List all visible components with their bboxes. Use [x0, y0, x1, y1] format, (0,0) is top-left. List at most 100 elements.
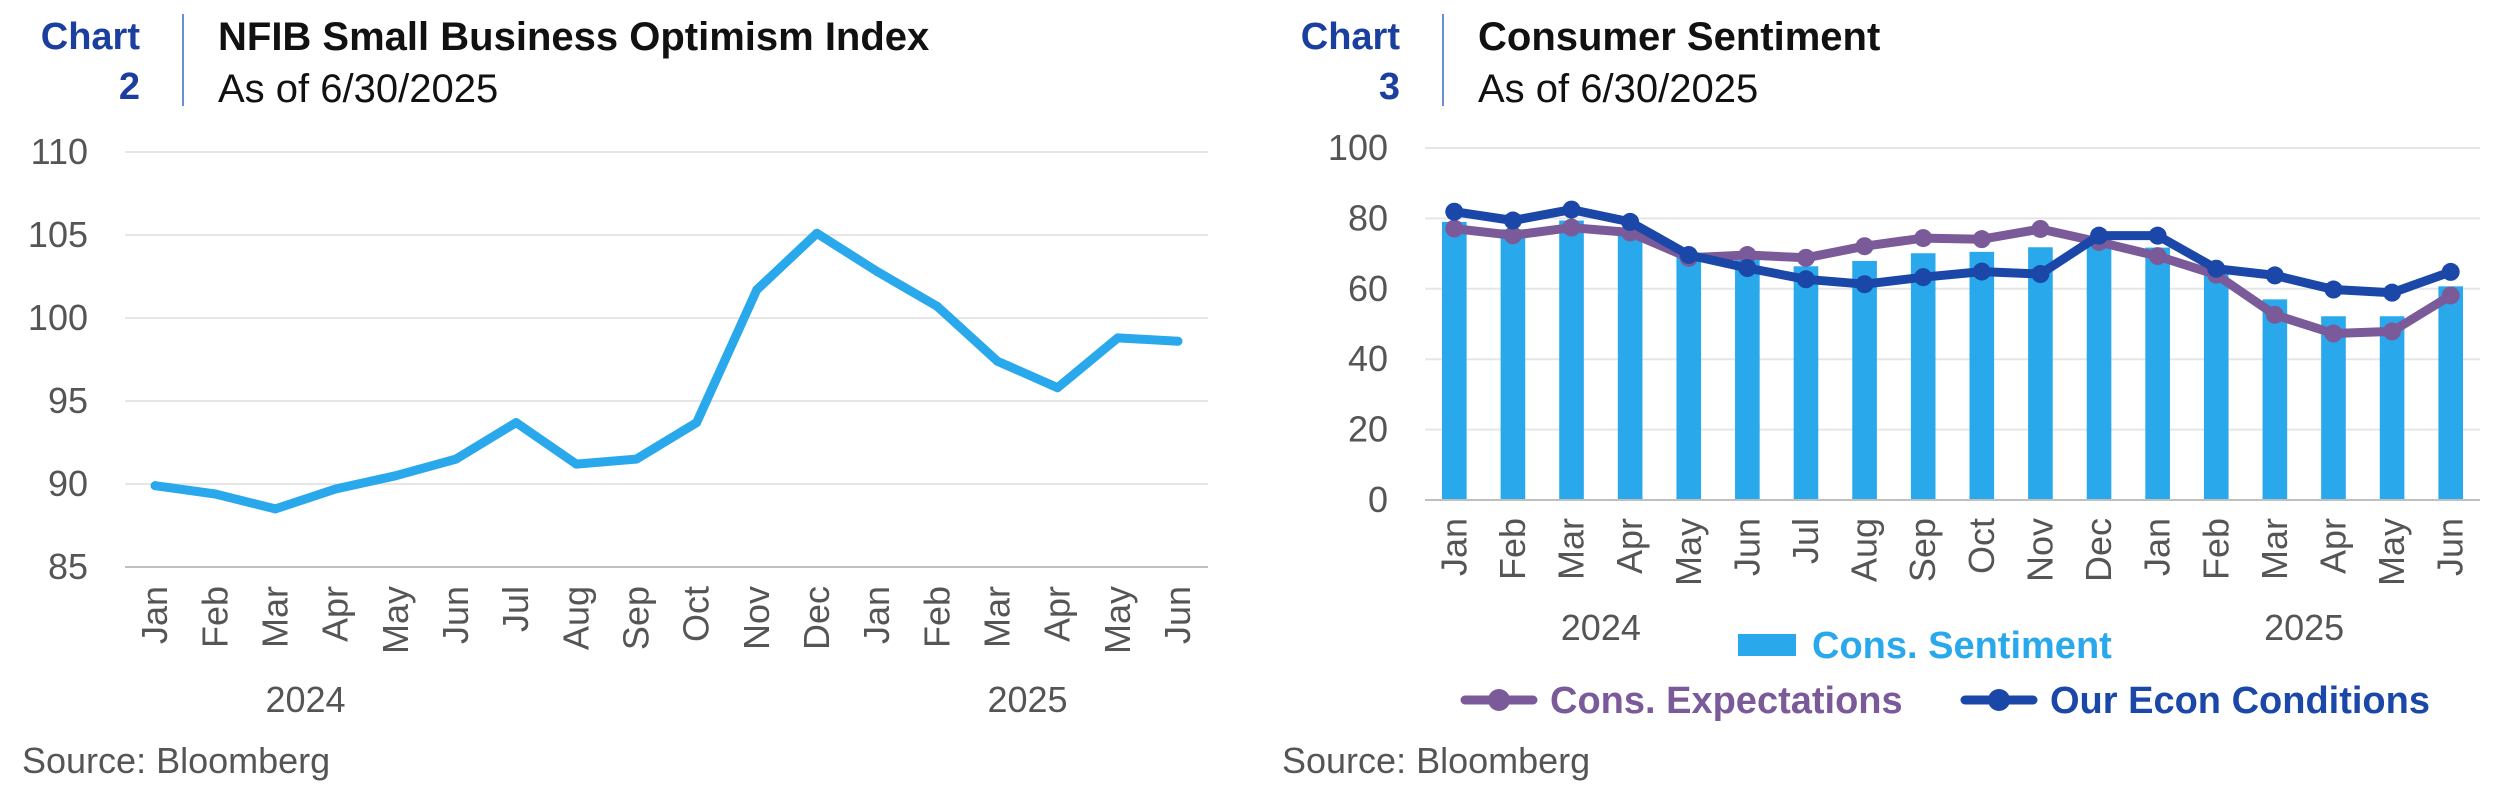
y-tick-label: 95 — [48, 380, 88, 421]
sentiment-bar — [1441, 221, 1467, 501]
cons-expectations-marker — [1796, 248, 1815, 267]
x-tick-label: Jan — [2137, 518, 2178, 576]
our-econ-conditions-marker — [2207, 259, 2226, 278]
cons-expectations-marker — [2031, 219, 2050, 238]
legend-marker-cons-expectations — [1488, 689, 1510, 711]
x-tick-label: Jul — [1785, 518, 1826, 564]
chart-number-label: Chart 2 — [10, 12, 140, 112]
x-tick-label: Mar — [2254, 518, 2295, 580]
chart-panel-consumer-sentiment: Chart 3 Consumer Sentiment As of 6/30/20… — [1260, 0, 2520, 812]
our-econ-conditions-marker — [2148, 226, 2167, 245]
y-tick-label: 90 — [48, 463, 88, 504]
our-econ-conditions-marker — [1562, 200, 1581, 219]
our-econ-conditions-marker — [2265, 266, 2284, 285]
sentiment-bar — [1735, 259, 1760, 500]
cons-expectations-marker — [2441, 286, 2460, 305]
our-econ-conditions-marker — [1445, 202, 1464, 221]
legend-swatch-cons-sentiment — [1738, 634, 1796, 656]
x-tick-label: Apr — [315, 586, 356, 642]
nfib-data-point — [451, 454, 461, 464]
x-tick-label: Feb — [1492, 518, 1533, 580]
y-tick-label: 0 — [1368, 479, 1388, 520]
y-tick-label: 105 — [28, 214, 88, 255]
cons-expectations-marker — [2148, 247, 2167, 266]
cons-expectations-marker — [1914, 229, 1933, 248]
sentiment-bar — [1793, 266, 1819, 500]
our-econ-conditions-marker — [1972, 262, 1991, 281]
nfib-line-chart: 85 90 95 100 105 110 Jan Feb Mar Apr May Jun Jul Aug S… — [28, 131, 1208, 720]
x-tick-label: Nov — [736, 586, 777, 650]
sentiment-bar — [2086, 239, 2112, 500]
x-tick-label: Oct — [676, 586, 717, 642]
chart-number: 2 — [118, 66, 140, 108]
y-tick-label: 110 — [31, 131, 88, 172]
y-tick-label: 100 — [1328, 127, 1388, 168]
our-econ-conditions-marker — [2090, 226, 2109, 245]
cons-expectations-marker — [2383, 322, 2402, 341]
x-tick-label: Dec — [796, 586, 837, 650]
sentiment-bar — [1559, 220, 1584, 500]
our-econ-conditions-line — [1449, 205, 2456, 298]
our-econ-conditions-marker — [1621, 212, 1640, 231]
y-tick-label: 40 — [1348, 338, 1388, 379]
x-tick-label: Jan — [856, 586, 897, 644]
x-tick-label: Jun — [2430, 518, 2471, 576]
cons-expectations-marker — [1503, 226, 1522, 245]
sentiment-bar — [1910, 253, 1936, 500]
nfib-data-point — [1173, 336, 1183, 346]
source-note: Source: Bloomberg — [22, 740, 331, 781]
legend-marker-our-econ-conditions — [1988, 689, 2010, 711]
x-tick-label: Aug — [1844, 518, 1885, 582]
our-econ-conditions-marker — [2383, 283, 2402, 302]
x-tick-label: Jun — [1157, 586, 1198, 644]
nfib-data-point — [752, 285, 762, 295]
chart-title: NFIB Small Business Optimism Index — [218, 15, 930, 59]
x-tick-label: Nov — [2019, 518, 2060, 582]
source-note: Source: Bloomberg — [1282, 740, 1591, 781]
chart-number-label: Chart 3 — [1270, 12, 1400, 112]
consumer-sentiment-chart: 0 20 40 60 80 100 Jan Feb Mar Apr May Jun Jul Aug Sep O… — [1328, 127, 2480, 722]
sentiment-bar — [1500, 229, 1526, 500]
nfib-data-point — [571, 459, 581, 469]
our-econ-conditions-marker — [1855, 275, 1874, 294]
nfib-data-point — [150, 481, 160, 491]
our-econ-conditions-marker — [2441, 262, 2460, 281]
legend-label-cons-expectations: Cons. Expectations — [1550, 680, 1903, 722]
our-econ-conditions-marker — [1738, 259, 1757, 278]
sentiment-bar — [1676, 256, 1702, 500]
nfib-data-point — [692, 418, 702, 428]
sentiment-bar — [1617, 228, 1643, 501]
nfib-data-point — [511, 418, 521, 428]
legend-label-our-econ-conditions: Our Econ Conditions — [2050, 680, 2430, 722]
x-tick-label: May — [1097, 586, 1138, 654]
x-tick-label: May — [2371, 518, 2412, 586]
x-tick-label: Apr — [1037, 586, 1078, 642]
nfib-data-point — [1113, 333, 1123, 343]
sentiment-bar — [2145, 247, 2170, 500]
x-tick-label: Jul — [495, 586, 536, 632]
our-econ-conditions-marker — [2031, 265, 2050, 284]
x-tick-label: Feb — [194, 586, 235, 648]
chart-panel-nfib: Chart 2 NFIB Small Business Optimism Ind… — [10, 12, 1208, 781]
nfib-data-point — [932, 301, 942, 311]
x-tick-label: Dec — [2078, 518, 2119, 582]
chart-number: 3 — [1378, 66, 1400, 108]
x-tick-label: Jun — [1726, 518, 1767, 576]
x-tick-label: Oct — [1961, 518, 2002, 574]
sentiment-bar — [2262, 299, 2288, 500]
nfib-data-point — [270, 504, 280, 514]
nfib-data-point — [631, 454, 641, 464]
y-tick-label: 85 — [48, 546, 88, 587]
x-tick-label: Mar — [1551, 518, 1592, 580]
nfib-series-line — [150, 228, 1183, 514]
x-tick-label: Apr — [1609, 518, 1650, 574]
chart-label-text: Chart — [1300, 16, 1400, 58]
sentiment-bar — [2028, 247, 2053, 500]
our-econ-conditions-marker — [1914, 268, 1933, 287]
year-label: 2025 — [2264, 607, 2344, 648]
y-tick-label: 80 — [1348, 197, 1388, 238]
cons-expectations-marker — [1972, 230, 1991, 249]
cons-expectations-marker — [1445, 219, 1464, 238]
y-tick-label: 20 — [1348, 409, 1388, 450]
cons-expectations-marker — [2324, 324, 2343, 343]
